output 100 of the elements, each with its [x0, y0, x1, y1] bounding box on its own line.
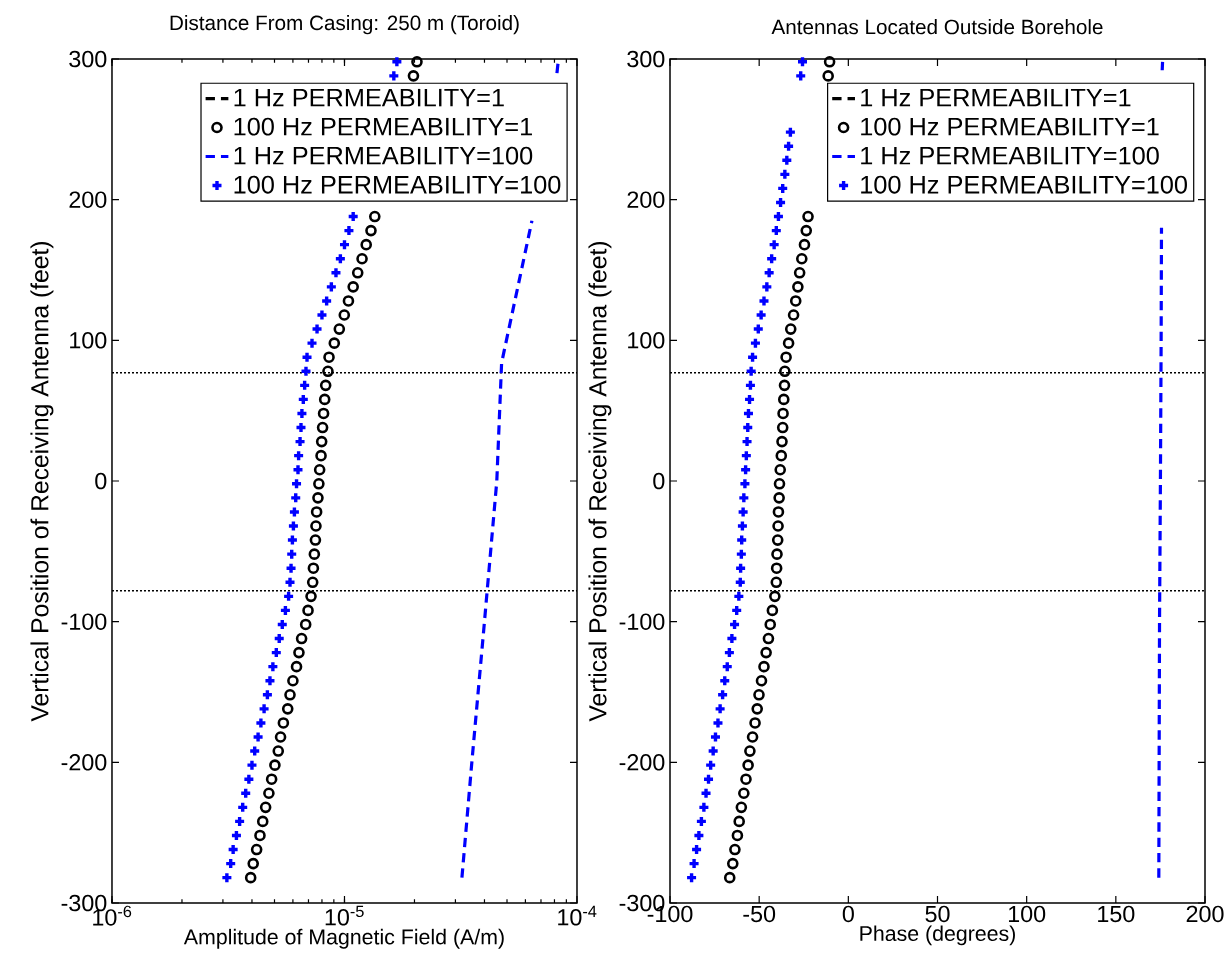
point [733, 815, 745, 828]
point [749, 717, 761, 729]
point [716, 688, 729, 702]
point [782, 337, 795, 349]
y-tick-label: 0 [95, 472, 107, 490]
y-tick-label: 100 [628, 332, 665, 349]
x-tick-label: 10$^{-5}$ [325, 905, 364, 926]
point [795, 252, 808, 265]
point [744, 365, 758, 378]
point [796, 55, 809, 69]
point [736, 519, 749, 533]
x-axis-title: Phase (degrees) [860, 925, 1015, 946]
point [822, 70, 834, 82]
x-tick-label: 150 [1098, 905, 1135, 923]
point [744, 745, 756, 757]
x-axis-title: Amplitude of Magnetic Field (A/m) [183, 928, 504, 949]
point [749, 336, 762, 350]
point [771, 548, 783, 560]
y-tick-label: -200 [619, 754, 665, 771]
point [777, 393, 790, 406]
point [778, 168, 792, 181]
point [758, 660, 770, 673]
point [776, 435, 788, 448]
y-tick-label: 0 [653, 472, 665, 490]
point [775, 449, 788, 462]
point [793, 267, 806, 279]
y-axis-title: Vertical Position of Receiving Antenna (feet) [30, 241, 54, 722]
point [779, 365, 791, 378]
y-tick-label: 200 [627, 191, 665, 208]
point [823, 56, 836, 68]
legend-label: 1 Hz PERMEABILITY=1 [861, 88, 1131, 107]
point [780, 154, 794, 167]
point [709, 730, 722, 744]
point [766, 604, 779, 617]
point [772, 506, 785, 518]
y-tick-label: -100 [619, 613, 665, 630]
point [762, 632, 775, 645]
point [794, 69, 807, 83]
point [774, 463, 787, 476]
point [711, 716, 725, 730]
point [762, 266, 776, 280]
point [753, 689, 765, 701]
y-axis-title: Vertical Position of Receiving Antenna (feet) [588, 241, 612, 722]
chart-title: Antennas Located Outside Borehole [771, 19, 1103, 35]
point [769, 590, 781, 603]
x-tick-label: 100 [1008, 905, 1046, 923]
x-tick-label: 0 [842, 905, 854, 923]
point [740, 435, 754, 448]
point [746, 731, 759, 743]
point [792, 281, 804, 293]
point [789, 295, 802, 307]
point [787, 309, 800, 321]
point [773, 478, 786, 490]
point [802, 210, 814, 223]
point [767, 238, 781, 251]
point [699, 787, 713, 800]
point [772, 520, 784, 532]
legend-label: 100 Hz PERMEABILITY=1 [234, 117, 532, 136]
point [704, 758, 717, 772]
legend-label: 100 Hz PERMEABILITY=100 [861, 175, 1187, 194]
point [770, 576, 783, 589]
point [751, 703, 764, 715]
legend-label: 100 Hz PERMEABILITY=100 [234, 175, 561, 194]
point [737, 491, 751, 505]
y-tick-label: -200 [61, 754, 107, 771]
point [726, 857, 739, 870]
y-tick-label: -100 [61, 613, 107, 630]
point [731, 829, 744, 842]
point [780, 351, 792, 364]
x-tick-label: 200 [1186, 905, 1224, 923]
point [692, 829, 706, 842]
point [723, 871, 736, 884]
y-tick-label: 300 [627, 50, 665, 68]
point [764, 618, 777, 631]
point [706, 744, 720, 758]
point [784, 125, 797, 139]
legend-label: 100 Hz PERMEABILITY=1 [861, 117, 1159, 136]
point [736, 505, 750, 519]
point [798, 238, 811, 251]
point [732, 590, 746, 603]
point [742, 759, 754, 771]
point [738, 787, 750, 800]
point [687, 857, 701, 870]
point [740, 773, 752, 786]
point [754, 308, 768, 322]
legend-label: 1 Hz PERMEABILITY=1 [234, 88, 504, 107]
x-tick-label: 10$^{-4}$ [558, 905, 597, 926]
point [760, 280, 774, 294]
point [784, 323, 797, 335]
y-tick-label: 200 [69, 191, 107, 208]
point [752, 322, 765, 336]
legend-label: 1 Hz PERMEABILITY=100 [234, 146, 533, 165]
point [773, 492, 785, 504]
point [778, 379, 791, 392]
point [770, 562, 783, 575]
chart-title: Distance From Casing: 250 m (Toroid) [170, 15, 519, 35]
point [776, 421, 789, 434]
point [735, 547, 748, 561]
point [757, 294, 771, 308]
point [702, 772, 715, 786]
